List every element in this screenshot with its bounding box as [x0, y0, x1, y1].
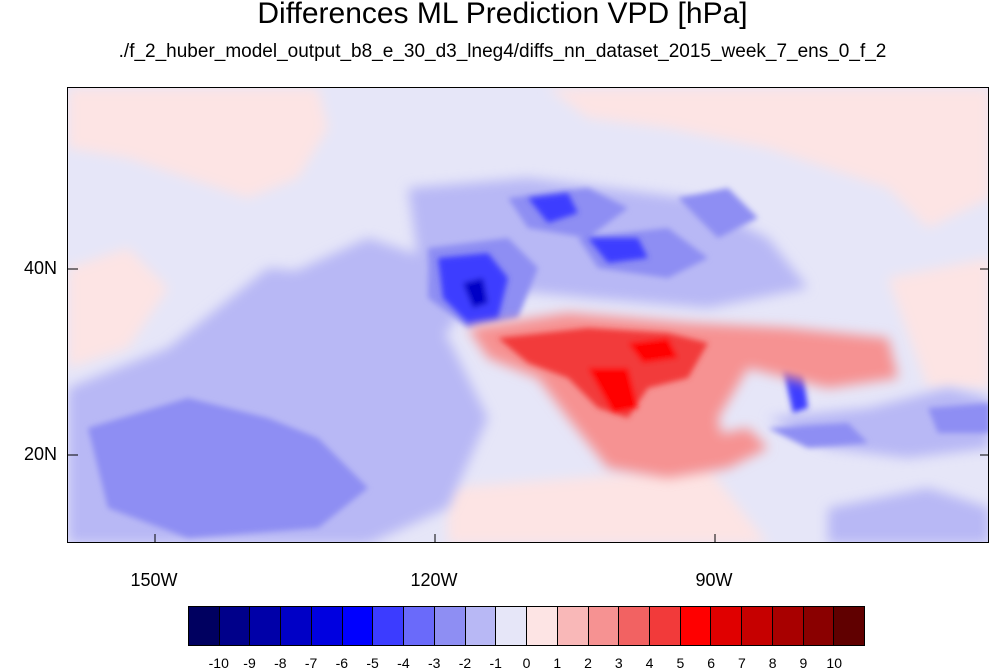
colorbar-box [557, 607, 589, 645]
map-panel [67, 87, 989, 543]
colorbar-box [680, 607, 712, 645]
colorbar-label: -8 [274, 655, 287, 671]
colorbar-label: 8 [768, 655, 777, 671]
vpd-difference-map [68, 88, 988, 542]
colorbar-box [619, 607, 651, 645]
colorbar-box [189, 607, 220, 645]
colorbar-label: -10 [208, 655, 229, 671]
medium-negative-regions [88, 188, 988, 538]
colorbar-label: 2 [584, 655, 592, 671]
colorbar-label: 0 [522, 655, 531, 671]
colorbar-box [465, 607, 497, 645]
colorbar-box [281, 607, 312, 645]
lon-ticks [154, 534, 716, 542]
colorbar-label: 7 [738, 655, 746, 671]
colorbar-label: -3 [427, 655, 441, 671]
colorbar-box [742, 607, 773, 645]
colorbar-box [650, 607, 681, 645]
colorbar-label: 10 [826, 655, 842, 671]
colorbar-box [342, 607, 374, 645]
colorbar-label: 3 [614, 655, 623, 671]
colorbar-label: 1 [553, 655, 562, 671]
lat-label-20n: 20N [24, 444, 58, 464]
colorbar-label: -1 [489, 655, 502, 671]
colorbar-box [834, 607, 865, 645]
colorbar-box [250, 607, 282, 645]
map-subtitle: ./f_2_huber_model_output_b8_e_30_d3_lneg… [118, 41, 887, 62]
colorbar-label: -6 [335, 655, 349, 671]
colorbar-box [311, 607, 343, 645]
colorbar [188, 606, 865, 646]
colorbar-box [496, 607, 528, 645]
colorbar-label: 6 [707, 655, 716, 671]
colorbar-label: 4 [645, 655, 654, 671]
colorbar-label: -7 [304, 655, 318, 671]
colorbar-label: 9 [799, 655, 808, 671]
colorbar-box [527, 607, 558, 645]
colorbar-box [434, 607, 466, 645]
light-positive-regions [68, 88, 988, 542]
map-title: Differences ML Prediction VPD [hPa] [257, 0, 748, 30]
lat-ticks [68, 268, 988, 456]
colorbar-box [588, 607, 620, 645]
lon-label-120w: 120W [410, 570, 458, 590]
colorbar-label: -9 [243, 655, 256, 671]
colorbar-box [219, 607, 251, 645]
colorbar-label: -4 [397, 655, 410, 671]
colorbar-box [373, 607, 405, 645]
colorbar-box [772, 607, 804, 645]
colorbar-label: 5 [676, 655, 685, 671]
colorbar-box [803, 607, 835, 645]
colorbar-label: -5 [366, 655, 379, 671]
colorbar-box [711, 607, 743, 645]
lon-label-150w: 150W [130, 570, 178, 590]
strong-red-regions [498, 328, 708, 418]
lon-label-90w: 90W [695, 570, 733, 590]
lat-label-40n: 40N [24, 258, 58, 278]
colorbar-box [404, 607, 435, 645]
colorbar-label: -2 [458, 655, 472, 671]
